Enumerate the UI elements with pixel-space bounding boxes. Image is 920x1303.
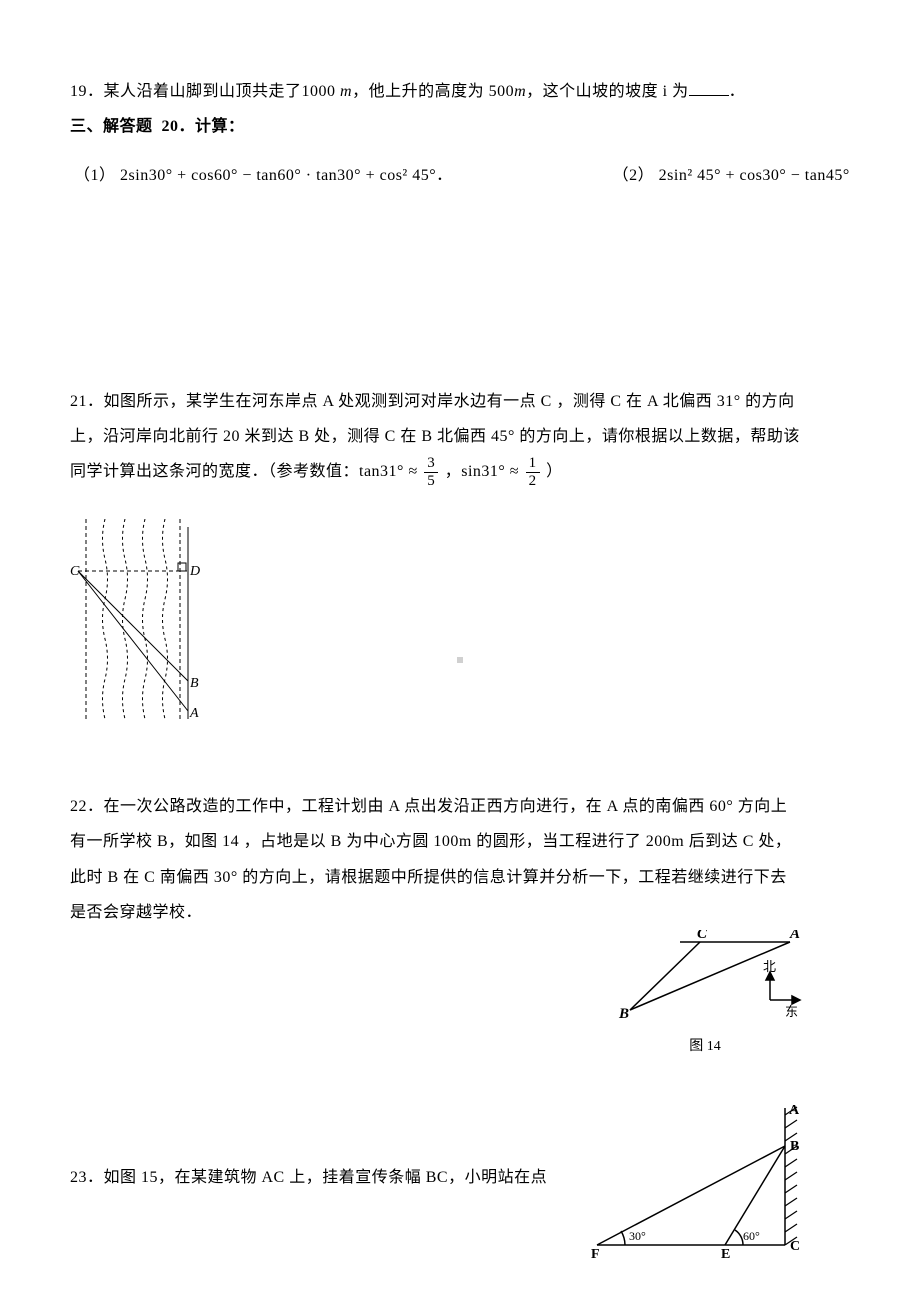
fig23-label-B: B bbox=[790, 1139, 799, 1154]
figure-22: C A B 北 东 图 14 bbox=[605, 930, 805, 1055]
question-20: （1） 2sin30° + cos60° − tan60° · tan30° +… bbox=[70, 158, 850, 193]
question-21-l2: 上，沿河岸向北前行 20 米到达 B 处，测得 C 在 B 北偏西 45° 的方… bbox=[70, 419, 850, 454]
q20-p2-prefix: （2） bbox=[613, 167, 655, 184]
q21-frac1-den: 5 bbox=[427, 473, 435, 489]
q19-unit2: m bbox=[514, 83, 526, 100]
fig21-label-B: B bbox=[190, 676, 199, 691]
q20-p1-expr: 2sin30° + cos60° − tan60° · tan30° + cos… bbox=[120, 167, 453, 184]
fig21-label-A: A bbox=[189, 706, 199, 719]
q21-frac1: 3 5 bbox=[424, 456, 438, 489]
q19-mid: ，他上升的高度为 500 bbox=[352, 83, 514, 100]
question-19: 19．某人沿着山脚到山顶共走了1000 m，他上升的高度为 500m，这个山坡的… bbox=[70, 74, 850, 109]
fig23-label-C: C bbox=[790, 1239, 800, 1254]
fig22-label-C: C bbox=[697, 930, 708, 942]
figure-23: A B C E F 30° 60° bbox=[585, 1100, 805, 1265]
q20-label: 20．计算： bbox=[162, 118, 245, 135]
question-22-l4: 是否会穿越学校． bbox=[70, 895, 850, 930]
fig23-ang60: 60° bbox=[743, 1229, 760, 1243]
q21-frac1-num: 3 bbox=[424, 456, 438, 473]
question-23-l1: 23．如图 15，在某建筑物 AC 上，挂着宣传条幅 BC，小明站在点 bbox=[70, 1100, 570, 1195]
fig23-label-A: A bbox=[789, 1103, 800, 1118]
fig21-label-D: D bbox=[189, 564, 200, 579]
q20-part1: （1） 2sin30° + cos60° − tan60° · tan30° +… bbox=[74, 158, 453, 193]
fig23-ang30: 30° bbox=[629, 1229, 646, 1243]
q19-period: ． bbox=[729, 83, 746, 100]
fig22-label-A: A bbox=[789, 930, 800, 942]
section-3-heading: 三、解答题 20．计算： bbox=[70, 109, 850, 144]
fig22-label-B: B bbox=[618, 1006, 629, 1020]
q21-frac2-num: 1 bbox=[526, 456, 540, 473]
q21-l3-before: 同学计算出这条河的宽度．（参考数值：tan31° ≈ bbox=[70, 463, 418, 480]
fig22-label-east: 东 bbox=[785, 1004, 798, 1019]
fig22-label-north: 北 bbox=[763, 959, 776, 974]
figure-21: C D B A bbox=[70, 519, 200, 719]
question-22-l1: 22．在一次公路改造的工作中，工程计划由 A 点出发沿正西方向进行，在 A 点的… bbox=[70, 789, 850, 824]
question-22-l3: 此时 B 在 C 南偏西 30° 的方向上，请根据题中所提供的信息计算并分析一下… bbox=[70, 860, 850, 895]
fig23-label-F: F bbox=[591, 1247, 600, 1260]
question-22-l2: 有一所学校 B，如图 14 ，占地是以 B 为中心方圆 100m 的圆形，当工程… bbox=[70, 824, 850, 859]
q21-l3-mid: ，sin31° ≈ bbox=[445, 463, 519, 480]
question-21-l1: 21．如图所示，某学生在河东岸点 A 处观测到河对岸水边有一点 C ，测得 C … bbox=[70, 384, 850, 419]
q19-text: 19．某人沿着山脚到山顶共走了1000 bbox=[70, 83, 340, 100]
question-21-l3: 同学计算出这条河的宽度．（参考数值：tan31° ≈ 3 5 ，sin31° ≈… bbox=[70, 454, 850, 489]
q21-l3-after: ） bbox=[546, 463, 563, 480]
q21-frac2-den: 2 bbox=[529, 473, 537, 489]
q20-p2-expr: 2sin² 45° + cos30° − tan45° bbox=[659, 167, 850, 184]
fig23-label-E: E bbox=[721, 1247, 730, 1260]
watermark bbox=[457, 657, 463, 663]
q21-frac2: 1 2 bbox=[526, 456, 540, 489]
q19-unit1: m bbox=[340, 83, 352, 100]
fig22-caption: 图 14 bbox=[605, 1035, 805, 1055]
q19-blank bbox=[689, 79, 729, 96]
q20-p1-prefix: （1） bbox=[74, 167, 116, 184]
section3-label: 三、解答题 bbox=[70, 118, 153, 135]
q19-after: ，这个山坡的坡度 i 为 bbox=[526, 83, 688, 100]
fig21-label-C: C bbox=[70, 564, 80, 579]
q20-part2: （2） 2sin² 45° + cos30° − tan45° bbox=[613, 158, 850, 193]
